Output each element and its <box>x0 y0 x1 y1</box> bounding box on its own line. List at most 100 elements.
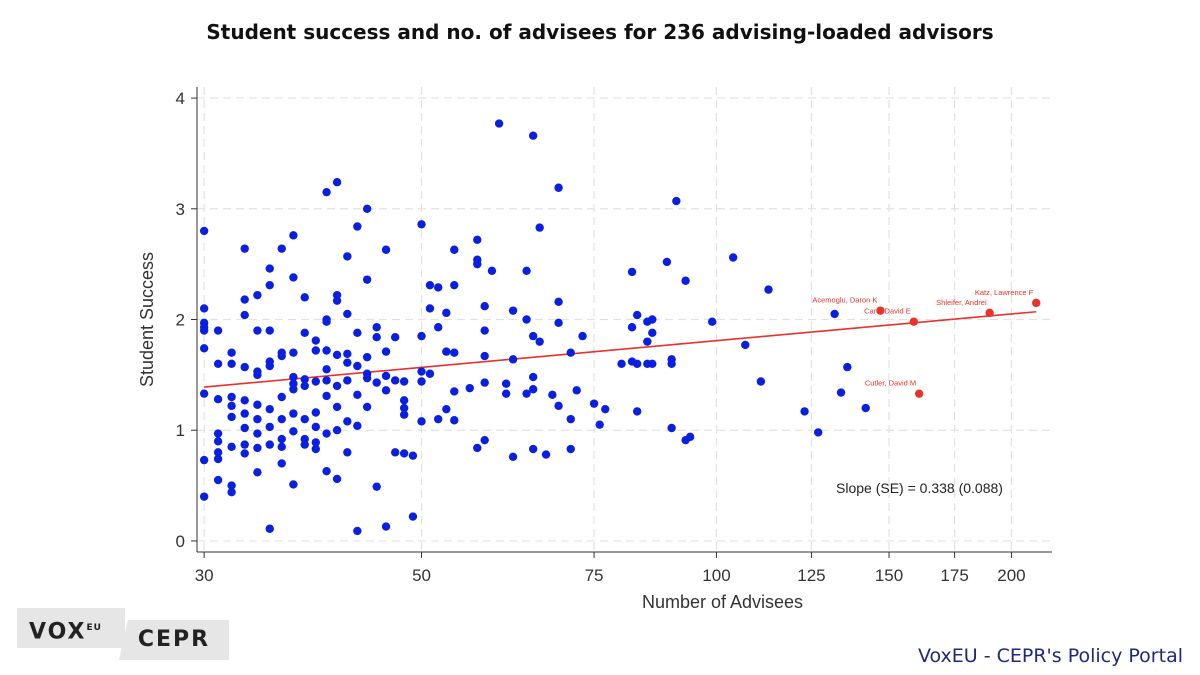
data-point <box>399 396 409 405</box>
data-point <box>322 187 331 197</box>
data-point <box>213 326 223 335</box>
data-point <box>480 302 489 311</box>
data-point <box>240 396 249 405</box>
data-point <box>213 359 223 368</box>
data-point <box>213 395 223 404</box>
data-point <box>322 346 331 355</box>
data-point <box>480 351 489 361</box>
y-tick-label: 2 <box>176 311 185 330</box>
data-point <box>199 226 209 236</box>
data-point <box>408 512 418 521</box>
data-point <box>627 267 637 277</box>
x-tick-label: 75 <box>585 566 604 585</box>
data-point <box>322 466 331 476</box>
data-point <box>399 403 409 413</box>
data-point <box>522 266 531 275</box>
data-point <box>548 390 557 399</box>
data-point <box>566 348 575 357</box>
data-point <box>473 443 482 453</box>
data-point <box>566 444 575 454</box>
data-point <box>343 376 352 385</box>
highlight-point <box>1032 298 1041 308</box>
data-point <box>213 429 223 438</box>
data-point <box>332 426 342 435</box>
data-point <box>253 443 262 453</box>
highlight-label: Shleifer, Andrei <box>936 298 987 307</box>
data-point <box>289 231 298 240</box>
data-point <box>265 280 274 290</box>
data-point <box>227 401 236 411</box>
data-point <box>425 369 435 378</box>
x-tick-label: 100 <box>702 566 730 585</box>
y-tick-label: 1 <box>176 421 185 440</box>
data-point <box>240 362 249 372</box>
data-point <box>362 373 372 383</box>
eu-superscript: EU <box>86 623 102 633</box>
x-tick-label: 200 <box>997 566 1025 585</box>
data-point <box>227 359 236 368</box>
data-point <box>300 440 309 449</box>
data-point <box>353 328 362 337</box>
data-point <box>343 252 352 261</box>
data-point <box>265 404 274 414</box>
data-point <box>764 285 773 294</box>
data-point <box>667 423 676 433</box>
vox-text: VOX <box>29 619 87 645</box>
data-point <box>322 365 331 374</box>
data-point <box>417 417 426 426</box>
data-point <box>253 468 262 477</box>
highlight-label: Acemoglu, Daron K <box>812 296 877 305</box>
data-points <box>199 119 870 536</box>
data-point <box>300 328 309 337</box>
data-point <box>487 266 497 275</box>
data-point <box>343 417 352 426</box>
data-point <box>227 392 236 402</box>
data-point <box>300 375 309 384</box>
data-point <box>417 331 426 341</box>
data-point <box>311 422 320 432</box>
data-point <box>554 318 563 328</box>
data-point <box>434 283 443 292</box>
axes: 30 50 75 100 125 150 175 200 0 1 2 3 4 <box>176 87 1052 585</box>
cepr-logo-block: CEPR <box>119 620 229 660</box>
data-point <box>343 309 352 319</box>
data-point <box>332 296 342 305</box>
data-point <box>522 315 531 324</box>
data-point <box>508 452 518 461</box>
data-point <box>199 455 209 465</box>
data-point <box>353 222 362 231</box>
data-point <box>372 333 381 342</box>
data-point <box>311 377 320 386</box>
data-point <box>227 348 236 357</box>
data-point <box>554 183 563 192</box>
portal-caption: VoxEU - CEPR's Policy Portal <box>917 645 1183 667</box>
vox-logo-block: VOXEU <box>17 608 125 648</box>
data-point <box>353 361 362 371</box>
data-point <box>253 400 262 409</box>
data-point <box>265 440 274 449</box>
data-point <box>627 323 637 332</box>
data-point <box>501 379 511 388</box>
y-tick-label: 0 <box>176 532 185 551</box>
data-point <box>442 347 451 356</box>
data-point <box>322 391 331 401</box>
data-point <box>501 389 511 398</box>
data-point <box>442 308 451 318</box>
data-point <box>362 204 372 213</box>
data-point <box>300 414 309 424</box>
data-point <box>508 355 518 364</box>
data-point <box>554 401 563 411</box>
data-point <box>253 370 262 380</box>
data-point <box>381 522 391 531</box>
slope-annotation: Slope (SE) = 0.338 (0.088) <box>836 480 1003 496</box>
data-point <box>480 435 489 445</box>
data-point <box>332 381 342 391</box>
highlight-point <box>876 306 885 315</box>
data-point <box>473 259 482 269</box>
data-point <box>265 326 274 335</box>
data-point <box>322 429 331 438</box>
data-point <box>199 326 209 335</box>
data-point <box>199 344 209 353</box>
x-tick-label: 30 <box>195 566 214 585</box>
data-point <box>300 381 309 391</box>
